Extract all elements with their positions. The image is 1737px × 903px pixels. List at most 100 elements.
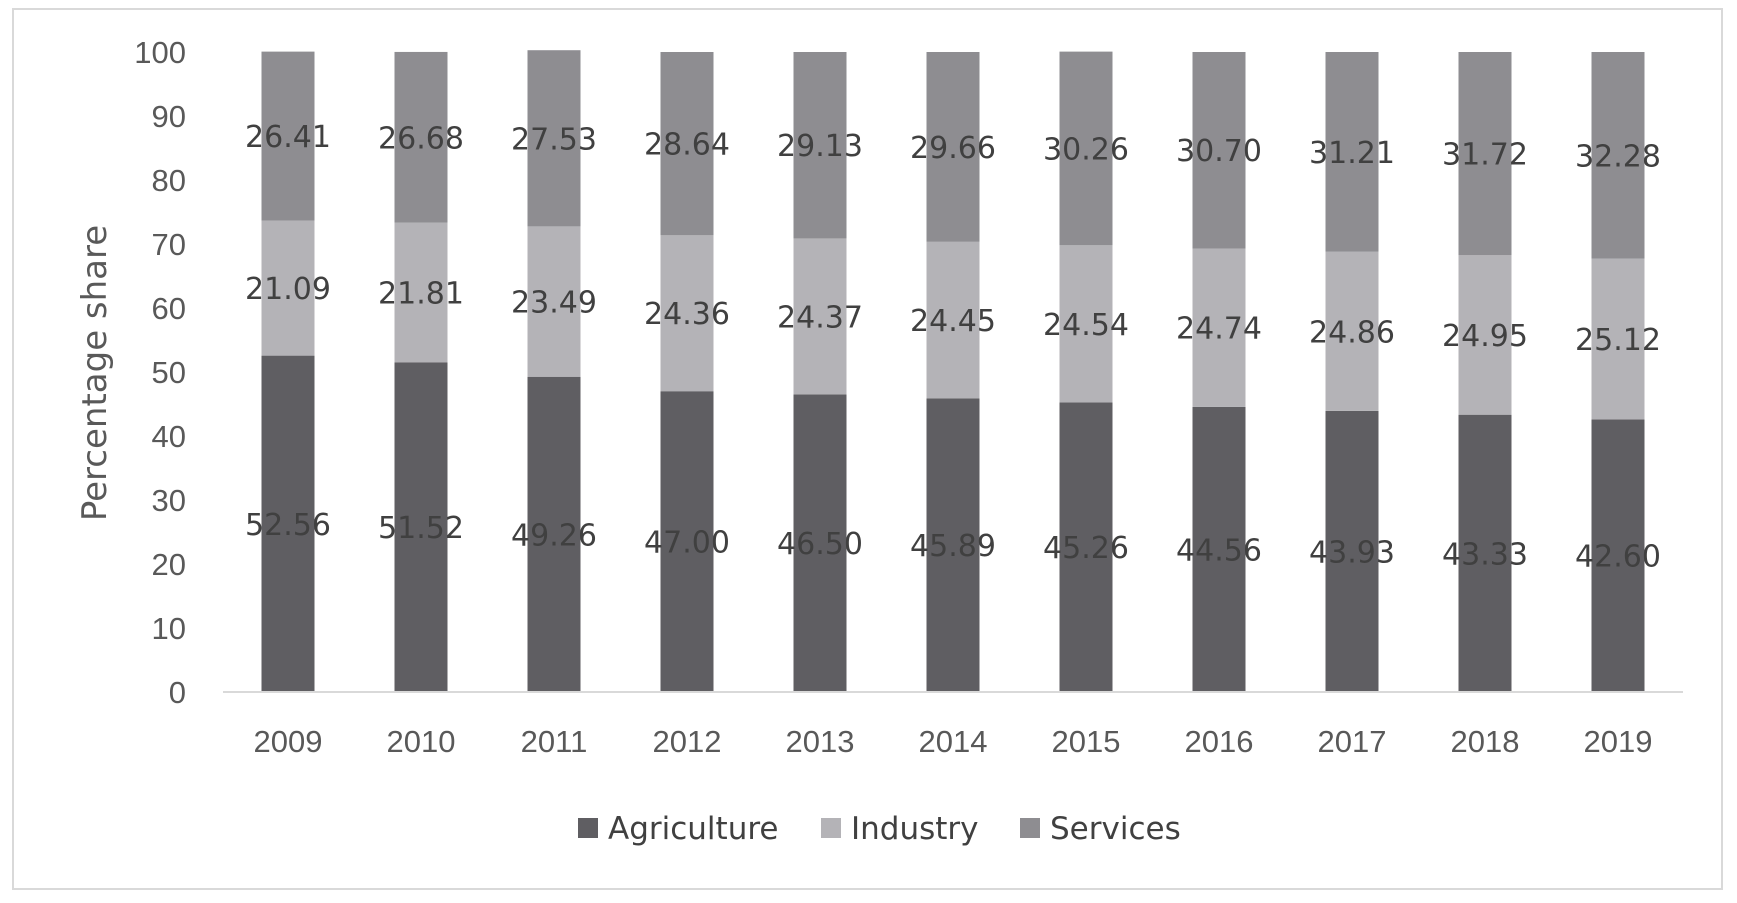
- bar-services-2015: [1059, 51, 1113, 246]
- y-tick-label: 70: [152, 227, 186, 262]
- data-label-services-2019: 32.28: [1575, 139, 1661, 174]
- y-axis-title-group: Percentage share: [75, 225, 115, 521]
- data-label-agriculture-2010: 51.52: [378, 511, 464, 546]
- data-label-services-2012: 28.64: [644, 128, 730, 163]
- bar-services-2011: [527, 50, 581, 227]
- data-label-industry-2014: 24.45: [910, 304, 996, 339]
- x-axis: 2009 2010 2011 2012 2013 2014 2015 2016 2017 2018…: [254, 724, 1653, 759]
- data-label-services-2015: 30.26: [1043, 132, 1129, 167]
- data-label-agriculture-2009: 52.56: [245, 508, 331, 543]
- bar-industry-2012: [660, 235, 714, 392]
- data-label-industry-2009: 21.09: [245, 272, 331, 307]
- data-label-agriculture-2011: 49.26: [511, 518, 597, 553]
- data-label-services-2014: 29.66: [910, 131, 996, 166]
- bar-industry-2011: [527, 226, 581, 377]
- data-label-agriculture-2017: 43.93: [1309, 535, 1395, 570]
- data-labels: 52.56 21.09 26.41 51.52 21.81 26.68 49.26 23.49…: [245, 120, 1661, 575]
- bar-services-2009: [261, 51, 315, 221]
- data-label-agriculture-2014: 45.89: [910, 529, 996, 564]
- bar-agriculture-2015: [1059, 402, 1113, 692]
- data-label-services-2009: 26.41: [245, 120, 331, 155]
- bar-industry-2014: [926, 241, 980, 399]
- bar-services-2017: [1325, 52, 1379, 252]
- bar-services-2013: [793, 52, 847, 239]
- bar-industry-2013: [793, 238, 847, 395]
- data-label-services-2010: 26.68: [378, 121, 464, 156]
- bar-services-2016: [1192, 52, 1246, 249]
- data-label-services-2011: 27.53: [511, 122, 597, 157]
- legend-swatch-agriculture: [578, 818, 598, 838]
- y-tick-label: 30: [152, 483, 186, 518]
- y-tick-label: 60: [152, 291, 186, 326]
- data-label-agriculture-2018: 43.33: [1442, 537, 1528, 572]
- bar-services-2012: [660, 52, 714, 236]
- x-tick-label: 2011: [521, 724, 588, 759]
- bar-agriculture-2009: [261, 355, 315, 692]
- bar-services-2014: [926, 52, 980, 242]
- legend-swatch-services: [1020, 818, 1040, 838]
- y-tick-label: 80: [152, 163, 186, 198]
- data-label-industry-2018: 24.95: [1442, 319, 1528, 354]
- legend-swatch-industry: [821, 818, 841, 838]
- x-tick-label: 2017: [1318, 724, 1387, 759]
- data-label-services-2018: 31.72: [1442, 138, 1528, 173]
- bar-services-2019: [1591, 52, 1645, 259]
- data-label-industry-2017: 24.86: [1309, 315, 1395, 350]
- bar-agriculture-2012: [660, 391, 714, 692]
- x-tick-label: 2009: [254, 724, 323, 759]
- data-label-industry-2019: 25.12: [1575, 323, 1661, 358]
- data-label-industry-2016: 24.74: [1176, 312, 1262, 347]
- data-label-industry-2013: 24.37: [777, 300, 863, 335]
- x-tick-label: 2016: [1185, 724, 1254, 759]
- bar-agriculture-2019: [1591, 419, 1645, 692]
- x-tick-label: 2018: [1451, 724, 1520, 759]
- x-tick-label: 2013: [786, 724, 855, 759]
- legend: Agriculture Industry Services: [578, 811, 1181, 847]
- y-tick-label: 50: [152, 355, 186, 390]
- bar-agriculture-2011: [527, 376, 581, 692]
- bar-services-2018: [1458, 52, 1512, 256]
- bar-agriculture-2014: [926, 398, 980, 692]
- data-label-services-2013: 29.13: [777, 129, 863, 164]
- y-tick-label: 100: [134, 35, 186, 70]
- x-tick-label: 2015: [1052, 724, 1121, 759]
- data-label-industry-2010: 21.81: [378, 276, 464, 311]
- y-tick-label: 10: [152, 611, 186, 646]
- data-label-agriculture-2015: 45.26: [1043, 531, 1129, 566]
- data-label-agriculture-2012: 47.00: [644, 526, 730, 561]
- data-label-industry-2015: 24.54: [1043, 308, 1129, 343]
- data-label-agriculture-2019: 42.60: [1575, 540, 1661, 575]
- data-label-industry-2012: 24.36: [644, 297, 730, 332]
- x-tick-label: 2012: [653, 724, 722, 759]
- bar-industry-2019: [1591, 258, 1645, 420]
- x-tick-label: 2019: [1584, 724, 1653, 759]
- data-label-agriculture-2013: 46.50: [777, 527, 863, 562]
- y-tick-label: 0: [169, 675, 186, 710]
- x-tick-label: 2014: [919, 724, 988, 759]
- bar-agriculture-2017: [1325, 410, 1379, 692]
- y-axis: 0 10 20 30 40 50 60 70 80 90 100: [134, 35, 186, 710]
- bar-industry-2016: [1192, 248, 1246, 407]
- y-tick-label: 40: [152, 419, 186, 454]
- data-label-agriculture-2016: 44.56: [1176, 533, 1262, 568]
- legend-label-services: Services: [1050, 811, 1181, 847]
- data-label-services-2017: 31.21: [1309, 136, 1395, 171]
- bar-industry-2009: [261, 220, 315, 356]
- x-tick-label: 2010: [387, 724, 456, 759]
- bar-services-2010: [394, 51, 448, 223]
- bar-industry-2010: [394, 222, 448, 363]
- legend-label-agriculture: Agriculture: [608, 811, 779, 847]
- bar-industry-2015: [1059, 245, 1113, 403]
- bar-agriculture-2013: [793, 394, 847, 692]
- bar-industry-2017: [1325, 251, 1379, 411]
- data-label-services-2016: 30.70: [1176, 134, 1262, 169]
- legend-label-industry: Industry: [851, 811, 979, 847]
- bars: [261, 50, 1645, 692]
- y-tick-label: 20: [152, 547, 186, 582]
- y-tick-label: 90: [152, 99, 186, 134]
- data-label-industry-2011: 23.49: [511, 286, 597, 321]
- y-axis-title: Percentage share: [75, 225, 115, 521]
- bar-agriculture-2016: [1192, 406, 1246, 692]
- bar-agriculture-2010: [394, 362, 448, 692]
